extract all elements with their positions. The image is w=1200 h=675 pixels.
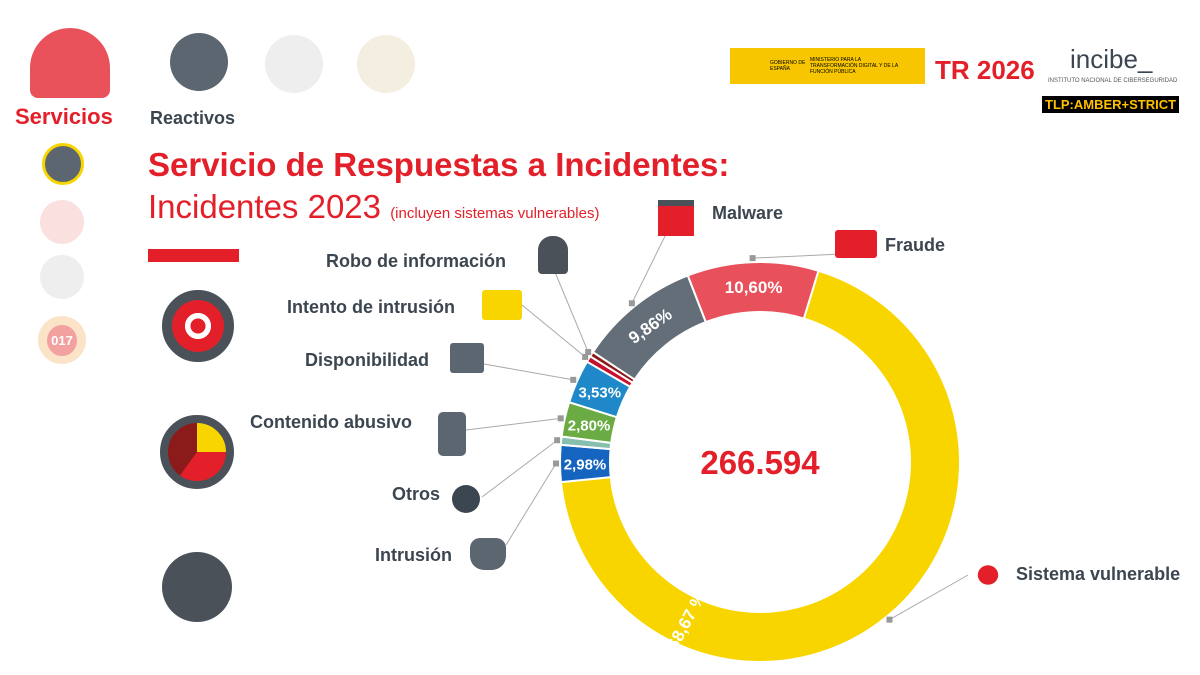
pct-label: 2,98% (564, 456, 607, 473)
credit-card-warning-icon (835, 230, 877, 258)
gobierno-text: GOBIERNO DE ESPAÑA (770, 60, 806, 72)
label-disponibilidad: Disponibilidad (305, 350, 429, 370)
leader-marker (554, 437, 561, 444)
tr-text: TR 2026 (935, 55, 1035, 85)
leader-marker (749, 255, 756, 262)
pie-chart-icon (160, 415, 234, 489)
page-title: Servicio de Respuestas a Incidentes: (148, 146, 730, 183)
label-malware: Malware (712, 203, 784, 223)
incibe-subtitle: INSTITUTO NACIONAL DE CIBERSEGURIDAD (1048, 78, 1178, 84)
settings-icon[interactable] (40, 255, 84, 299)
label-intrusion: Intrusión (375, 545, 452, 565)
servicios-icon[interactable] (30, 28, 110, 98)
leader-marker (557, 415, 564, 422)
center-total: 266.594 (700, 444, 820, 481)
label-intento: Intento de intrusión (287, 297, 455, 317)
leader-line (554, 271, 589, 353)
leader-line (505, 463, 557, 546)
tlp-badge: TLP:AMBER+STRICT (1042, 96, 1180, 113)
pct-label: 2,80% (568, 418, 611, 435)
leader-marker (553, 460, 560, 467)
pct-label: 3,53% (579, 385, 622, 402)
label-fraude: Fraude (885, 235, 946, 255)
label-otros: Otros (392, 484, 441, 504)
thief-icon (538, 236, 568, 274)
leader-marker (582, 353, 589, 360)
sliders-icon (162, 552, 232, 622)
id-card-hook-icon (482, 290, 522, 320)
reactivos-icon[interactable] (170, 33, 228, 91)
leader-line (465, 417, 561, 431)
slice-sistema-vulnerable (559, 269, 961, 663)
leader-marker (628, 300, 635, 307)
label-contenido: Contenido abusivo (250, 412, 412, 432)
gobierno-logo: GOBIERNO DE ESPAÑA MINISTERIO PARA LA TRA… (730, 48, 925, 84)
page-subtitle: Incidentes 2023 (incluyen sistemas vulne… (148, 188, 599, 226)
subtitle-year: Incidentes 2023 (148, 188, 382, 225)
malware-icon (658, 200, 694, 236)
shield-icon[interactable] (40, 200, 84, 244)
leader-line (631, 231, 668, 304)
server-icon (450, 343, 484, 373)
leader-line (889, 574, 969, 621)
leader-line (752, 253, 843, 259)
clock-icon[interactable] (42, 143, 84, 185)
leader-marker (886, 616, 893, 623)
leader-line (481, 439, 558, 498)
bomb-icon (452, 485, 480, 513)
title-underline (148, 249, 239, 262)
leader-line (483, 363, 574, 381)
subtitle-note: (incluyen sistemas vulnerables) (390, 205, 600, 222)
spy-icon (470, 538, 506, 570)
phone-angry-icon (438, 412, 466, 456)
nav-servicios[interactable]: Servicios (15, 104, 113, 129)
target-icon (162, 290, 234, 362)
technician-icon[interactable] (265, 35, 323, 93)
badge-text: 017 (47, 324, 77, 356)
ministerio-text: MINISTERIO PARA LA TRANSFORMACIÓN DIGITA… (810, 57, 898, 75)
network-lock-icon (968, 556, 1008, 594)
badge-017[interactable]: 017 (38, 316, 86, 364)
leader-marker (585, 349, 592, 356)
incibe-logo: incibe_ (1070, 44, 1153, 74)
tr2026-logo: TR 2026 (935, 46, 1035, 89)
gear-icon[interactable] (357, 35, 415, 93)
pct-label: 10,60% (725, 278, 783, 297)
label-sistema: Sistema vulnerable (1016, 564, 1181, 584)
slice-fraude (686, 261, 820, 324)
leader-marker (570, 376, 577, 383)
label-robo: Robo de información (326, 251, 506, 271)
leader-line (521, 304, 586, 358)
nav-reactivos[interactable]: Reactivos (150, 108, 236, 128)
